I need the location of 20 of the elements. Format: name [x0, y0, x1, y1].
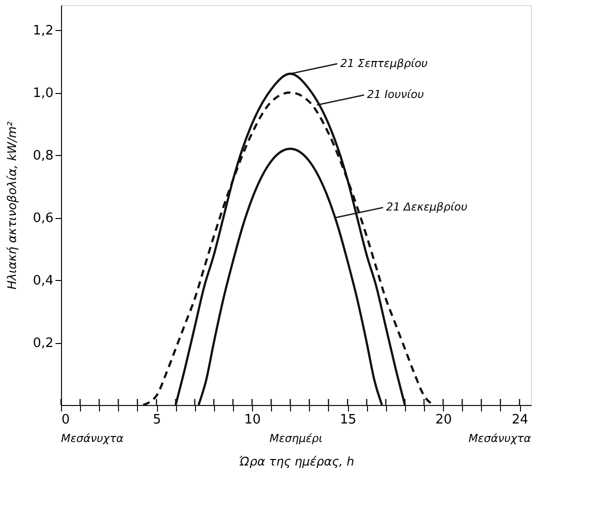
- y-axis-title: Ηλιακή ακτινοβολία, kW/m²: [4, 121, 19, 290]
- annotation: 21 Ιουνίου: [367, 88, 424, 101]
- annotation: 21 Σεπτεμβρίου: [340, 56, 428, 70]
- x-tick-label: 5: [152, 412, 162, 428]
- annotation: 21 Δεκεμβρίου: [386, 200, 468, 214]
- x-tick-label: 15: [340, 412, 356, 428]
- text: Μεσημέρι: [269, 432, 323, 445]
- x-tick-label: 10: [244, 412, 261, 428]
- y-tick-label: 1,2: [32, 24, 54, 38]
- text: Μεσάνυχτα: [61, 432, 124, 445]
- y-tick-label: 0,4: [32, 274, 54, 288]
- y-tick-label: 1,0: [32, 86, 54, 101]
- y-tick-label: 0,8: [32, 148, 54, 164]
- x-tick-label: 24: [512, 412, 528, 428]
- x-axis-title: Ώρα της ημέρας, h: [238, 454, 354, 468]
- x-tick-label: 20: [435, 412, 452, 428]
- x-tick-label: 0: [62, 412, 70, 428]
- text: Μεσάνυχτα: [468, 432, 532, 445]
- y-tick-label: 0,2: [32, 336, 54, 351]
- y-tick-label: 0,6: [32, 211, 54, 226]
